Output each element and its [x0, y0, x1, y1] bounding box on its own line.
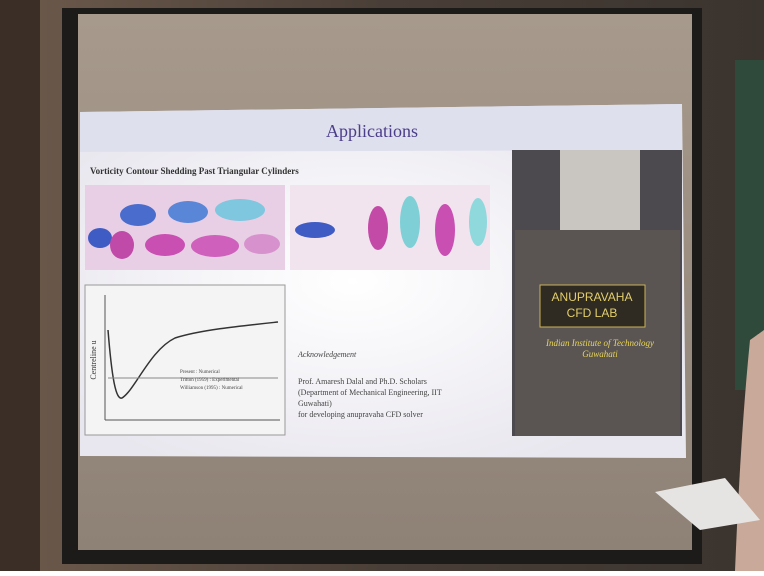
lab-sign: ANUPRAVAHA: [552, 290, 633, 304]
institute-name: Indian Institute of Technology: [545, 338, 654, 348]
vortex-image-2: [290, 185, 490, 270]
ack-line: Prof. Amaresh Dalal and Ph.D. Scholars: [298, 377, 427, 386]
plot-image: Centreline u Present : Numerical Tritton …: [85, 285, 285, 435]
ack-line: (Department of Mechanical Engineering, I…: [298, 388, 442, 397]
slide-subtitle: Vorticity Contour Shedding Past Triangul…: [90, 166, 299, 176]
lab-photo: ANUPRAVAHA CFD LAB Indian Institute of Te…: [512, 150, 682, 436]
ack-heading: Acknowledgement: [297, 350, 357, 359]
lab-sign: CFD LAB: [567, 306, 618, 320]
plot-ylabel: Centreline u: [89, 340, 98, 379]
vortex-image-1: [85, 185, 285, 270]
legend-entry: Williamson (1995) : Numerical: [180, 386, 243, 391]
slide-title: Applications: [326, 121, 418, 141]
legend-entry: Present : Numerical: [180, 370, 220, 375]
legend-entry: Tritton (1959) : Experimental: [180, 378, 240, 383]
institute-name: Guwahati: [582, 349, 618, 359]
ack-line: for developing anupravaha CFD solver: [298, 410, 423, 419]
scene: Applications Vorticity Contour Shedding …: [0, 0, 764, 571]
left-wall: [0, 0, 40, 571]
ack-line: Guwahati): [298, 399, 332, 408]
